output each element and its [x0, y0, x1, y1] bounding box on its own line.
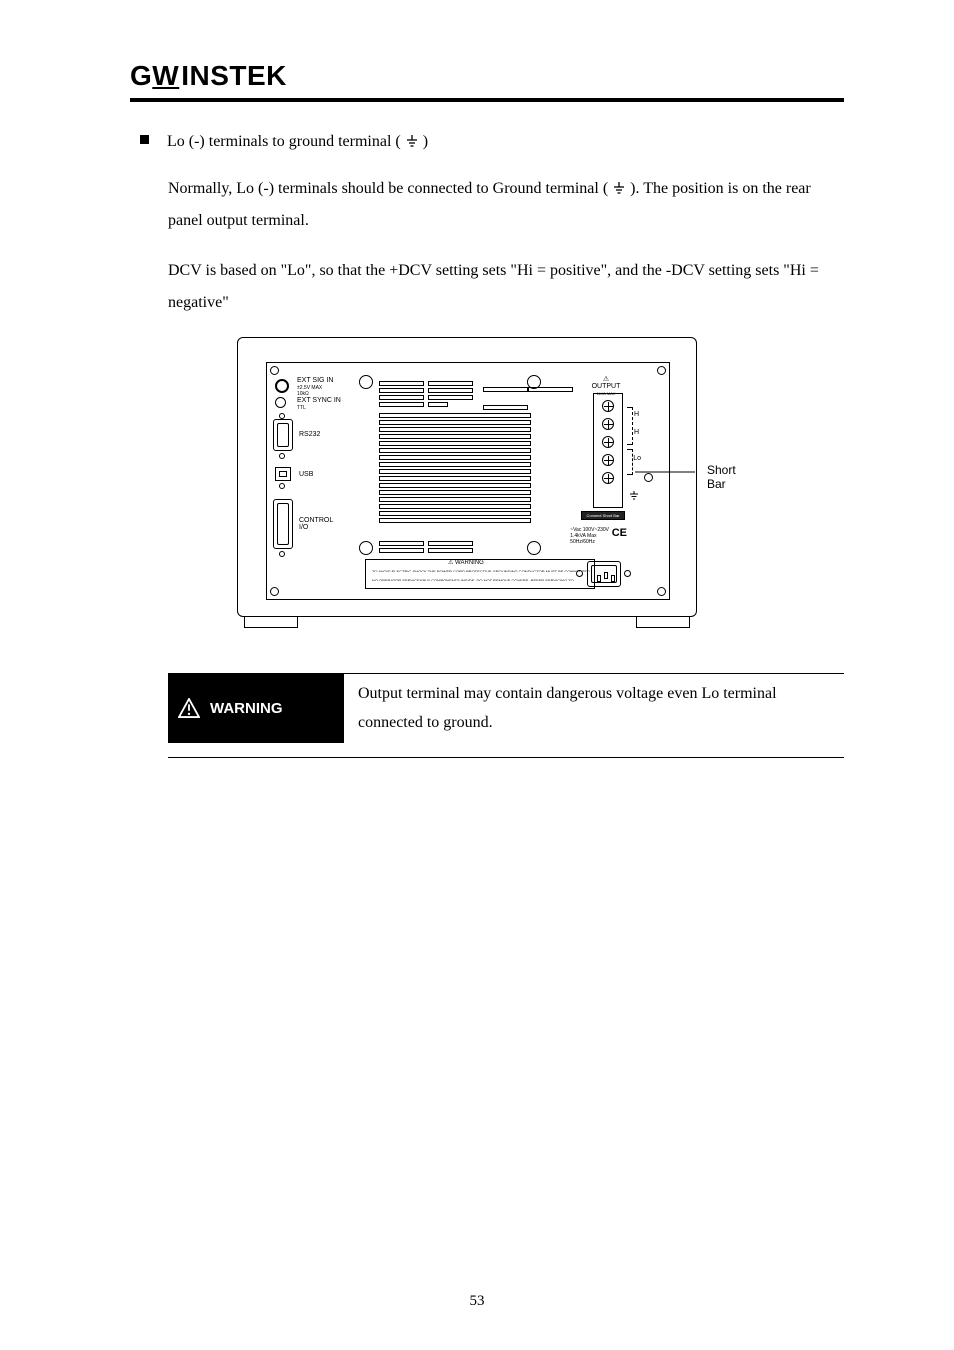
output-terminal-block: [593, 393, 623, 508]
label-h: H: [634, 429, 639, 436]
logo-gw: GW: [130, 60, 179, 92]
vent-grille: [379, 541, 479, 555]
logo-instek: INSTEK: [181, 60, 287, 92]
label-rs232: RS232: [299, 431, 320, 438]
callout-short-bar: Short Bar: [707, 463, 737, 491]
paragraph-1: Normally, Lo (-) terminals should be con…: [168, 173, 844, 237]
screw-icon: [624, 570, 631, 577]
screw-icon: [270, 587, 279, 596]
rs232-port: [273, 419, 293, 451]
label-control-io: CONTROL I/O: [299, 517, 333, 531]
bracket-lo: [627, 449, 633, 475]
label-ac-spec: ~Vac 100V~230V 1.4kVA Max 50Hz/60Hz: [570, 527, 609, 545]
vent-grille: [379, 413, 531, 525]
label-output: ⚠OUTPUT: [589, 375, 623, 390]
rear-warning-line1: TO AVOID ELECTRIC SHOCK THE POWER CORD P…: [372, 569, 590, 572]
bullet-heading: Lo (-) terminals to ground terminal ( ): [140, 128, 844, 157]
brand-logo: GW INSTEK: [130, 60, 844, 92]
rear-warning-line2: NO OPERATOR SERVICEABLE COMPONENTS INSID…: [372, 578, 590, 581]
rear-warning-title: ⚠ WARNING: [448, 559, 484, 566]
terminal-screw: [602, 472, 614, 484]
terminal-screw: [602, 400, 614, 412]
usb-port: [275, 467, 291, 481]
warning-badge: WARNING: [168, 673, 344, 744]
terminal-screw: [602, 436, 614, 448]
foot-right: [636, 616, 690, 628]
screw-icon: [270, 366, 279, 375]
label-ext-sig-in: EXT SIG IN: [297, 377, 333, 384]
foot-left: [244, 616, 298, 628]
vent-grille: [483, 381, 583, 417]
screw-icon: [279, 413, 285, 419]
label-ext-sync-in: EXT SYNC IN: [297, 397, 341, 404]
label-ttl: TTL: [297, 405, 306, 411]
screw-icon: [657, 366, 666, 375]
bnc-ext-sig: [275, 379, 289, 393]
label-usb: USB: [299, 471, 313, 478]
rear-panel-diagram: EXT SIG IN ±2.5V MAX 10kΩ EXT SYNC IN TT…: [130, 337, 844, 637]
screw-icon: [279, 551, 285, 557]
bullet-square-icon: [140, 135, 149, 144]
bracket-h: [627, 407, 633, 445]
warning-triangle-icon: [178, 698, 200, 718]
vent-hole: [527, 541, 541, 555]
vent-grille: [379, 381, 479, 409]
short-bar-tag: Connect Short Bar: [581, 511, 625, 520]
page-number: 53: [470, 1293, 485, 1310]
rear-warning-label: ⚠ WARNING TO AVOID ELECTRIC SHOCK THE PO…: [365, 559, 595, 589]
warning-block: WARNING Output terminal may contain dang…: [168, 673, 844, 744]
control-io-port: [273, 499, 293, 549]
warning-text: Output terminal may contain dangerous vo…: [344, 673, 844, 744]
terminal-screw: [602, 418, 614, 430]
vent-hole: [359, 375, 373, 389]
screw-icon: [657, 587, 666, 596]
label-ext-sig-sub: ±2.5V MAX 10kΩ: [297, 385, 322, 397]
screw-icon: [279, 453, 285, 459]
vent-hole: [359, 541, 373, 555]
bnc-ext-sync: [275, 397, 286, 408]
rear-panel-outline: EXT SIG IN ±2.5V MAX 10kΩ EXT SYNC IN TT…: [237, 337, 697, 617]
earth-icon: [405, 134, 419, 148]
warning-bottom-rule: [168, 757, 844, 758]
header-rule: [130, 98, 844, 102]
ce-mark: CE: [612, 527, 627, 539]
screw-icon: [279, 483, 285, 489]
dcv: DCV: [168, 262, 202, 279]
terminal-screw: [602, 454, 614, 466]
bullet-title: Lo (-) terminals to ground terminal ( ): [167, 128, 428, 157]
earth-icon: [612, 181, 626, 195]
paragraph-2: DCV is based on "Lo", so that the +DCV s…: [168, 255, 844, 319]
label-h: H: [634, 411, 639, 418]
warning-label: WARNING: [210, 700, 283, 717]
